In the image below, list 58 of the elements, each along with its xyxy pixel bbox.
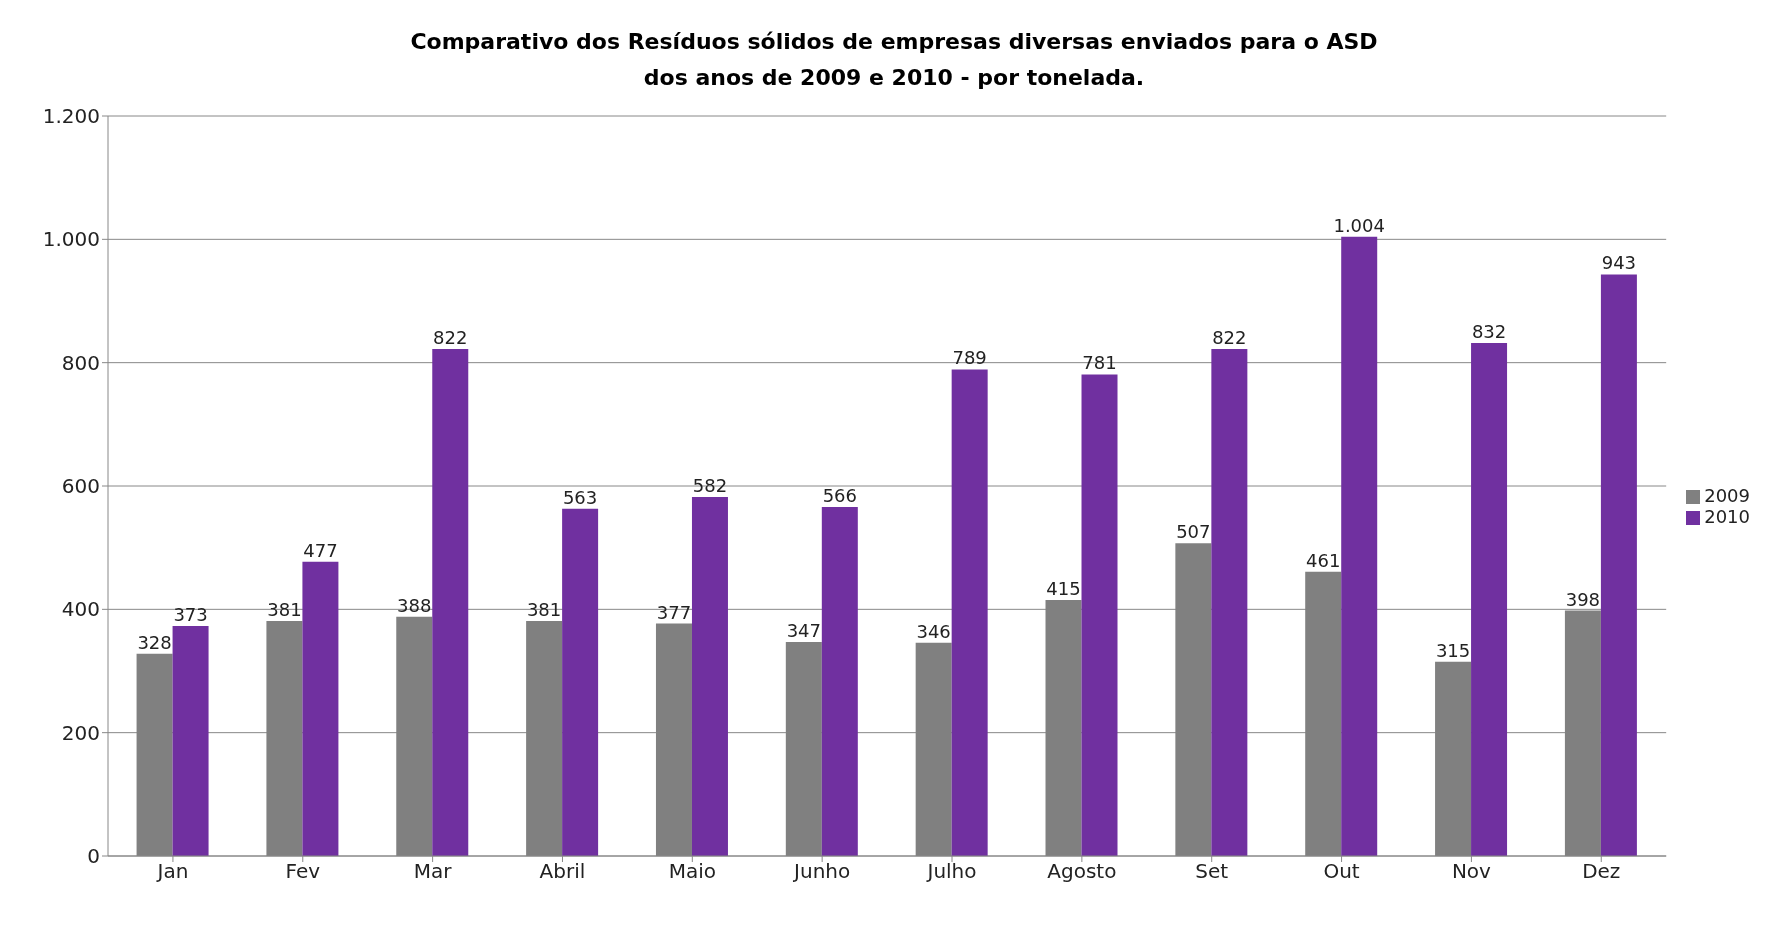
data-label: 328 [137, 631, 172, 653]
y-tick-label: 200 [61, 720, 100, 745]
bar [562, 508, 599, 856]
data-label: 789 [952, 347, 987, 369]
data-label: 346 [916, 620, 951, 642]
y-tick-label: 800 [61, 350, 100, 375]
data-label: 1.004 [1333, 214, 1385, 236]
data-label: 822 [433, 327, 468, 349]
data-label: 822 [1212, 327, 1247, 349]
x-tick-label: Agosto [1047, 859, 1117, 884]
bar [432, 349, 469, 856]
bar [1341, 236, 1378, 856]
bar [1211, 349, 1248, 856]
y-tick-label: 400 [61, 597, 100, 622]
data-label: 582 [692, 475, 728, 497]
data-label: 943 [1601, 252, 1637, 274]
x-tick-label: Mar [413, 859, 453, 884]
bar [1471, 342, 1508, 856]
y-tick-label: 1.000 [42, 227, 100, 252]
x-tick-label: Abril [539, 859, 586, 884]
bar [951, 369, 988, 856]
bar [302, 561, 339, 856]
data-label: 477 [303, 539, 338, 561]
data-label: 347 [786, 620, 821, 642]
bar [1600, 274, 1637, 856]
y-tick-label: 0 [87, 844, 100, 869]
x-tick-label: Set [1195, 859, 1229, 884]
x-tick-label: Maio [668, 859, 716, 884]
x-tick-label: Out [1323, 859, 1360, 884]
x-tick-label: Dez [1582, 859, 1621, 884]
data-label: 415 [1046, 578, 1081, 600]
data-label: 563 [562, 486, 598, 508]
x-tick-label: Julho [925, 859, 977, 884]
legend-label: 2010 [1704, 506, 1750, 527]
bar [172, 625, 209, 856]
data-label: 388 [397, 594, 432, 616]
data-label: 373 [173, 603, 208, 625]
data-label: 781 [1082, 352, 1117, 374]
x-tick-label: Nov [1451, 859, 1492, 884]
x-tick-label: Junho [792, 859, 851, 884]
x-tick-label: Jan [155, 859, 189, 884]
bar [821, 506, 858, 856]
chart-title: Comparativo dos Resíduos sólidos de empresas diversas enviados para o ASD dos anos de 2009 e 2010 - por tonelada. [409, 28, 1379, 92]
data-label: 315 [1435, 639, 1471, 661]
data-label: 398 [1565, 588, 1601, 610]
data-label: 832 [1471, 320, 1507, 342]
bar [691, 497, 728, 856]
data-label: 377 [656, 601, 692, 623]
data-label: 566 [822, 484, 857, 506]
data-label: 381 [267, 599, 302, 621]
data-label: 461 [1306, 549, 1341, 571]
x-tick-label: Fev [285, 859, 321, 884]
data-label: 507 [1176, 521, 1211, 543]
y-tick-label: 600 [61, 474, 100, 499]
data-label: 381 [526, 599, 562, 621]
bar [1081, 374, 1118, 856]
y-tick-label: 1.200 [42, 104, 100, 129]
legend-label: 2009 [1704, 485, 1750, 506]
